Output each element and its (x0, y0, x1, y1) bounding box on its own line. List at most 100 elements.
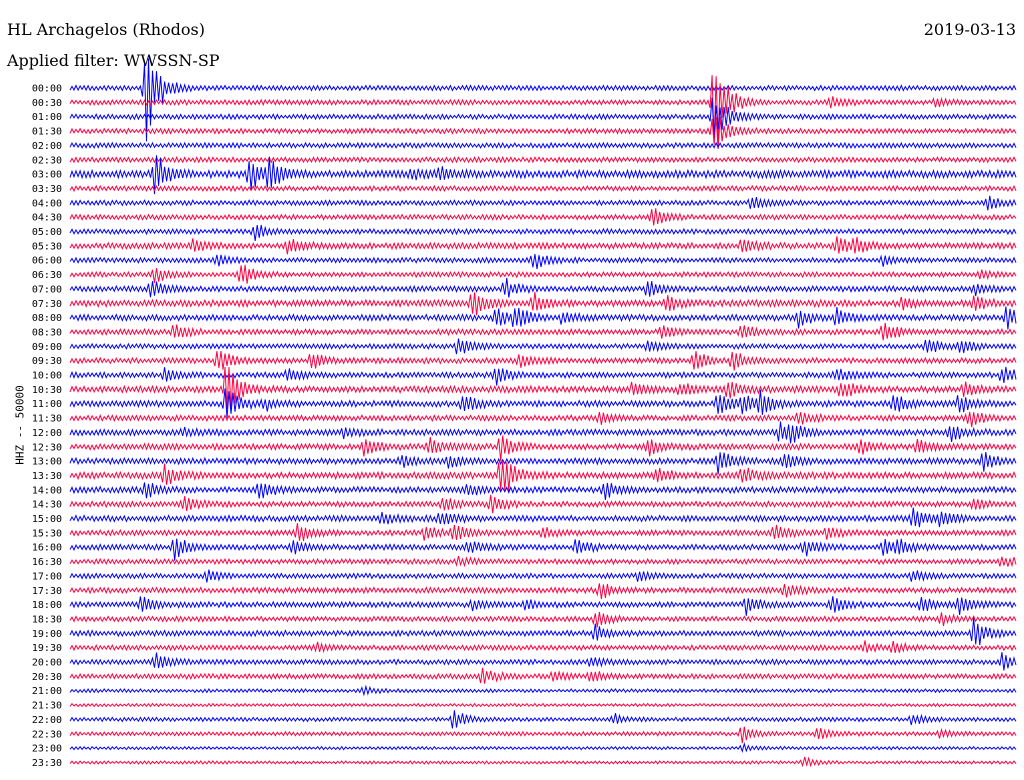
time-tick-label: 16:00 (32, 543, 62, 554)
trace-row-1000 (69, 366, 1017, 386)
trace-row-0400 (69, 195, 1017, 211)
trace-row-0230 (69, 156, 1017, 164)
trace-row-1900 (69, 617, 1017, 646)
trace-row-1030 (69, 366, 1017, 409)
trace-row-2300 (69, 741, 1017, 753)
trace-row-0530 (69, 236, 1017, 255)
time-tick-label: 14:30 (32, 500, 62, 511)
trace-row-1500 (69, 507, 1017, 528)
trace-row-1130 (69, 411, 1017, 428)
time-tick-label: 04:00 (32, 198, 62, 209)
time-tick-label: 07:30 (32, 299, 62, 310)
time-tick-label: 06:30 (32, 270, 62, 281)
trace-row-0130 (69, 117, 1017, 150)
time-tick-label: 12:30 (32, 442, 62, 453)
time-tick-label: 01:30 (32, 127, 62, 138)
trace-row-2200 (69, 710, 1017, 729)
trace-row-0830 (69, 322, 1017, 341)
trace-row-1700 (69, 569, 1017, 583)
time-tick-label: 08:30 (32, 327, 62, 338)
time-tick-label: 18:30 (32, 614, 62, 625)
time-tick-labels: 00:00 00:30 01:00 01:30 02:00 02:30 03:00 03:30… (32, 84, 62, 769)
record-date: 2019-03-13 (923, 20, 1016, 39)
time-tick-label: 06:00 (32, 256, 62, 267)
time-tick-label: 11:00 (32, 399, 62, 410)
trace-row-1630 (69, 555, 1017, 568)
trace-row-2100 (69, 684, 1017, 697)
time-tick-label: 09:30 (32, 356, 62, 367)
trace-row-2230 (69, 726, 1017, 744)
time-tick-label: 00:30 (32, 98, 62, 109)
trace-row-1300 (69, 452, 1017, 475)
trace-row-1200 (69, 421, 1017, 444)
trace-row-1100 (69, 388, 1017, 418)
trace-row-1930 (69, 640, 1017, 654)
trace-row-0630 (69, 264, 1017, 284)
trace-row-1430 (69, 494, 1017, 514)
trace-row-1530 (69, 523, 1017, 541)
time-tick-label: 03:30 (32, 184, 62, 195)
time-tick-label: 02:00 (32, 141, 62, 152)
time-tick-label: 18:00 (32, 600, 62, 611)
trace-row-2000 (69, 652, 1017, 671)
trace-row-1600 (69, 538, 1017, 561)
trace-row-0030 (69, 75, 1017, 145)
station-title: HL Archagelos (Rhodos) (7, 20, 205, 39)
time-tick-label: 07:00 (32, 284, 62, 295)
trace-row-0600 (69, 254, 1017, 270)
time-tick-label: 21:30 (32, 701, 62, 712)
time-tick-label: 12:00 (32, 428, 62, 439)
trace-row-1230 (69, 435, 1017, 462)
trace-row-1730 (69, 583, 1017, 600)
time-tick-label: 10:30 (32, 385, 62, 396)
trace-row-0500 (69, 224, 1017, 241)
time-tick-label: 22:00 (32, 715, 62, 726)
trace-row-0730 (69, 291, 1017, 316)
time-tick-label: 10:00 (32, 371, 62, 382)
time-tick-label: 02:30 (32, 155, 62, 166)
time-tick-label: 17:00 (32, 571, 62, 582)
time-tick-label: 05:00 (32, 227, 62, 238)
time-tick-label: 15:00 (32, 514, 62, 525)
trace-row-0700 (69, 277, 1017, 298)
time-tick-label: 23:30 (32, 758, 62, 769)
time-tick-label: 20:30 (32, 672, 62, 683)
time-tick-label: 21:00 (32, 686, 62, 697)
trace-row-0900 (69, 338, 1017, 355)
trace-row-0800 (69, 306, 1017, 330)
time-tick-label: 15:30 (32, 528, 62, 539)
time-tick-label: 14:00 (32, 485, 62, 496)
time-tick-label: 09:00 (32, 342, 62, 353)
time-tick-label: 20:00 (32, 658, 62, 669)
time-tick-label: 22:30 (32, 729, 62, 740)
trace-row-0930 (69, 350, 1017, 371)
time-tick-label: 11:30 (32, 414, 62, 425)
trace-row-0100 (69, 97, 1017, 137)
seismogram-traces (69, 58, 1017, 768)
trace-row-2330 (69, 756, 1017, 768)
time-tick-label: 05:30 (32, 241, 62, 252)
time-tick-label: 03:00 (32, 170, 62, 181)
trace-row-0430 (69, 208, 1017, 226)
time-tick-label: 16:30 (32, 557, 62, 568)
time-tick-label: 01:00 (32, 112, 62, 123)
filter-label: Applied filter: WWSSN-SP (7, 51, 220, 70)
trace-row-1830 (69, 611, 1017, 628)
time-tick-label: 19:30 (32, 643, 62, 654)
trace-row-1400 (69, 482, 1017, 500)
trace-row-0330 (69, 184, 1017, 193)
trace-row-2030 (69, 667, 1017, 684)
time-tick-label: 13:00 (32, 457, 62, 468)
time-tick-label: 08:00 (32, 313, 62, 324)
trace-row-0300 (69, 155, 1017, 195)
time-tick-label: 23:00 (32, 744, 62, 755)
trace-row-0000 (69, 58, 1017, 142)
time-tick-label: 13:30 (32, 471, 62, 482)
trace-row-2130 (69, 702, 1017, 708)
time-tick-label: 17:30 (32, 586, 62, 597)
trace-row-1330 (69, 460, 1017, 492)
time-tick-label: 00:00 (32, 84, 62, 95)
trace-row-1800 (69, 596, 1017, 616)
time-tick-label: 19:00 (32, 629, 62, 640)
